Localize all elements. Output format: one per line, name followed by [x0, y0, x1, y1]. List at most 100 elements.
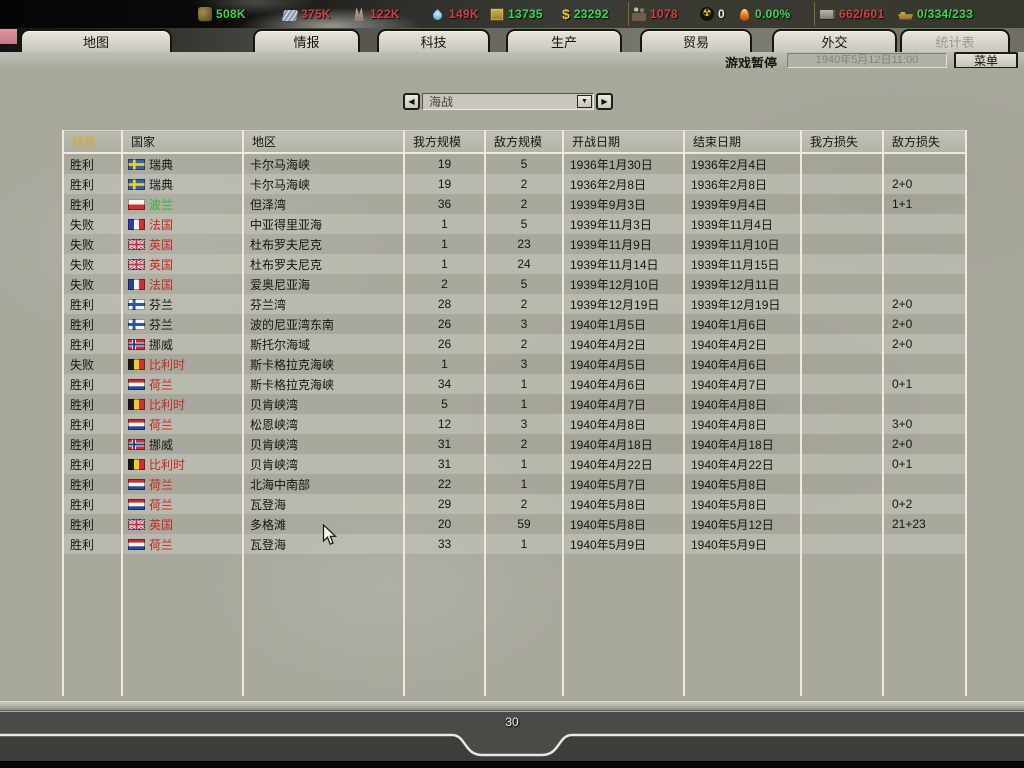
country-flag-icon: [128, 278, 145, 290]
battle-row: 胜利 荷兰 斯卡格拉克海峡 34 1 1940年4月6日 1940年4月7日 0+1: [62, 374, 967, 394]
enemy-strength-value: 1: [485, 374, 564, 394]
country-flag-chip: [0, 29, 17, 44]
battle-country-cell: 瑞典: [122, 174, 244, 194]
our-losses-value: [801, 454, 884, 474]
country-flag-icon: [128, 438, 145, 450]
column-header-our-strength[interactable]: 我方规模: [404, 130, 486, 154]
battle-result: 胜利: [62, 514, 123, 534]
tab-technology[interactable]: 科技: [377, 29, 490, 52]
start-date-value: 1939年12月10日: [563, 274, 685, 294]
start-date-value: 1940年4月22日: [563, 454, 685, 474]
tab-map[interactable]: 地图: [20, 29, 172, 52]
battle-result: 胜利: [62, 414, 123, 434]
start-date-value: 1940年1月5日: [563, 314, 685, 334]
supplies-icon: [490, 8, 504, 21]
end-date-value: 1939年12月11日: [684, 274, 802, 294]
battle-region: 芬兰湾: [243, 294, 405, 314]
enemy-strength-value: 3: [485, 314, 564, 334]
enemy-losses-value: 21+23: [883, 514, 967, 534]
resource-value: 122K: [370, 7, 400, 21]
enemy-losses-value: [883, 394, 967, 414]
tab-statistics[interactable]: 统计表: [900, 29, 1010, 52]
column-header-end-date[interactable]: 结束日期: [684, 130, 802, 154]
our-strength-value: 1: [404, 354, 486, 374]
battle-row: 胜利 英国 多格滩 20 59 1940年5月8日 1940年5月12日 21+23: [62, 514, 967, 534]
country-name: 波兰: [149, 197, 174, 212]
resource-value: 149K: [449, 7, 479, 21]
resource-transport: 662/601: [820, 0, 884, 28]
column-header-start-date[interactable]: 开战日期: [563, 130, 685, 154]
statistics-category-dropdown[interactable]: 海战 ▼: [422, 93, 594, 110]
start-date-value: 1940年5月7日: [563, 474, 685, 494]
battle-country-cell: 挪威: [122, 334, 244, 354]
tab-trade[interactable]: 贸易: [640, 29, 752, 52]
prev-page-button[interactable]: ◀: [403, 93, 420, 110]
resource-convoy: 0/334/233: [898, 0, 973, 28]
country-name: 挪威: [149, 337, 174, 352]
our-losses-value: [801, 174, 884, 194]
end-date-value: 1940年5月8日: [684, 474, 802, 494]
our-strength-value: 2: [404, 274, 486, 294]
menu-button[interactable]: 菜单: [954, 52, 1018, 69]
battle-country-cell: 比利时: [122, 394, 244, 414]
resource-nuke: ☢ 0: [700, 0, 725, 28]
oil-icon: [431, 8, 444, 22]
chevron-down-icon[interactable]: ▼: [577, 95, 592, 108]
battle-result: 失败: [62, 354, 123, 374]
country-name: 芬兰: [149, 317, 174, 332]
country-flag-icon: [128, 178, 145, 190]
tab-intelligence[interactable]: 情报: [253, 29, 360, 52]
battle-country-cell: 荷兰: [122, 534, 244, 554]
battle-region: 瓦登海: [243, 494, 405, 514]
enemy-strength-value: 1: [485, 394, 564, 414]
country-name: 法国: [149, 277, 174, 292]
country-name: 芬兰: [149, 297, 174, 312]
battle-region: 北海中南部: [243, 474, 405, 494]
battle-country-cell: 波兰: [122, 194, 244, 214]
end-date-value: 1940年4月2日: [684, 334, 802, 354]
end-date-value: 1940年4月8日: [684, 414, 802, 434]
tab-production[interactable]: 生产: [506, 29, 622, 52]
table-header-row: 结果 国家 地区 我方规模 敌方规模 开战日期 结束日期 我方损失 敌方损失: [62, 130, 967, 154]
resource-oil: 149K: [430, 0, 479, 28]
battle-region: 多格滩: [243, 514, 405, 534]
our-losses-value: [801, 234, 884, 254]
enemy-strength-value: 2: [485, 494, 564, 514]
enemy-losses-value: 0+2: [883, 494, 967, 514]
battle-row: 胜利 瑞典 卡尔马海峡 19 5 1936年1月30日 1936年2月4日: [62, 153, 967, 174]
column-header-region[interactable]: 地区: [243, 130, 405, 154]
column-header-our-losses[interactable]: 我方损失: [801, 130, 884, 154]
our-strength-value: 1: [404, 234, 486, 254]
start-date-value: 1939年11月14日: [563, 254, 685, 274]
enemy-strength-value: 24: [485, 254, 564, 274]
nuke-icon: ☢: [700, 7, 714, 21]
enemy-losses-value: [883, 474, 967, 494]
battle-result: 胜利: [62, 474, 123, 494]
column-header-enemy-strength[interactable]: 敌方规模: [485, 130, 564, 154]
transport-icon: [820, 10, 835, 19]
column-header-result[interactable]: 结果: [62, 130, 123, 154]
column-header-enemy-losses[interactable]: 敌方损失: [883, 130, 967, 154]
battle-row: 胜利 挪威 斯托尔海域 26 2 1940年4月2日 1940年4月2日 2+0: [62, 334, 967, 354]
country-flag-icon: [128, 538, 145, 550]
tab-diplomacy[interactable]: 外交: [772, 29, 897, 52]
our-losses-value: [801, 394, 884, 414]
battle-region: 斯卡格拉克海峡: [243, 374, 405, 394]
battle-region: 斯托尔海域: [243, 334, 405, 354]
our-losses-value: [801, 434, 884, 454]
end-date-value: 1939年12月19日: [684, 294, 802, 314]
battle-country-cell: 法国: [122, 214, 244, 234]
end-date-value: 1940年5月9日: [684, 534, 802, 554]
battle-region: 中亚得里亚海: [243, 214, 405, 234]
start-date-value: 1940年4月5日: [563, 354, 685, 374]
start-date-value: 1939年12月19日: [563, 294, 685, 314]
resource-value: 375K: [301, 7, 331, 21]
resource-energy: 508K: [198, 0, 246, 28]
battle-region: 贝肯峡湾: [243, 434, 405, 454]
our-losses-value: [801, 314, 884, 334]
battle-region: 瓦登海: [243, 534, 405, 554]
next-page-button[interactable]: ▶: [596, 93, 613, 110]
column-header-country[interactable]: 国家: [122, 130, 244, 154]
country-flag-icon: [128, 298, 145, 310]
battle-row: 胜利 荷兰 北海中南部 22 1 1940年5月7日 1940年5月8日: [62, 474, 967, 494]
